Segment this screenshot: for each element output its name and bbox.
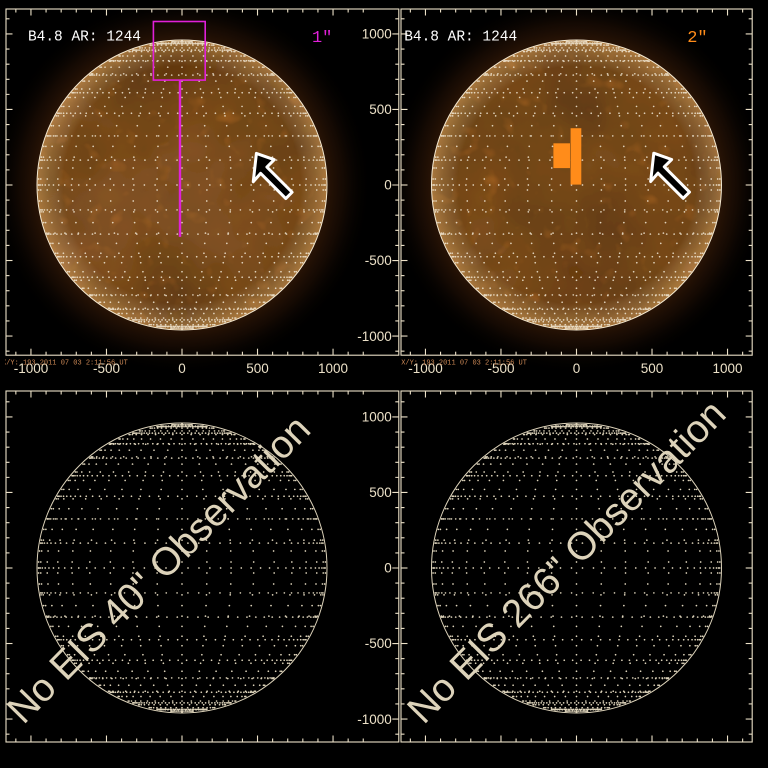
svg-text:500: 500 [641, 361, 664, 376]
svg-text:0: 0 [384, 178, 392, 193]
svg-text:X/Y: 193 2011 07 03 2:11:5: X/Y: 193 2011 07 03 2:11:56 UT [401, 359, 527, 367]
svg-text:1000: 1000 [318, 361, 348, 376]
svg-text:1": 1" [312, 29, 332, 48]
svg-text:0: 0 [573, 361, 581, 376]
svg-text:1000: 1000 [362, 26, 392, 41]
svg-text:X/Y: 193 2011 07 03 2:11:5: X/Y: 193 2011 07 03 2:11:56 UT [5, 359, 128, 367]
svg-text:1000: 1000 [712, 361, 742, 376]
svg-text:2": 2" [687, 29, 707, 48]
svg-text:-500: -500 [365, 253, 392, 268]
svg-text:0: 0 [178, 361, 186, 376]
svg-text:500: 500 [246, 361, 269, 376]
svg-text:-1000: -1000 [357, 329, 392, 344]
svg-text:500: 500 [369, 102, 392, 117]
svg-text:B4.8 AR: 1244: B4.8 AR: 1244 [28, 29, 141, 45]
svg-text:B4.8 AR: 1244: B4.8 AR: 1244 [404, 30, 517, 46]
